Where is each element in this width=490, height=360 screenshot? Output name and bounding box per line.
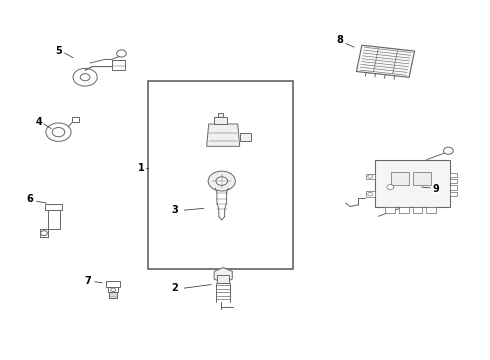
Bar xyxy=(218,275,229,283)
Bar xyxy=(366,174,374,179)
Text: 9: 9 xyxy=(433,184,440,194)
Bar xyxy=(112,60,125,70)
Bar xyxy=(366,192,374,197)
Polygon shape xyxy=(207,124,240,146)
Bar xyxy=(218,113,223,117)
Circle shape xyxy=(387,185,394,190)
Bar xyxy=(450,185,457,190)
Bar xyxy=(45,204,62,210)
Circle shape xyxy=(41,231,48,236)
Bar xyxy=(413,207,422,213)
Bar xyxy=(106,281,120,287)
Bar xyxy=(214,117,227,124)
Bar xyxy=(374,159,450,207)
Text: 6: 6 xyxy=(26,194,33,204)
Bar xyxy=(450,179,457,183)
Text: 8: 8 xyxy=(336,35,343,45)
Bar xyxy=(109,292,117,298)
Circle shape xyxy=(216,177,227,185)
Bar xyxy=(426,207,436,213)
Text: 2: 2 xyxy=(172,283,178,293)
Circle shape xyxy=(52,127,65,137)
Circle shape xyxy=(368,192,373,196)
Bar xyxy=(148,81,294,269)
Bar xyxy=(413,172,431,185)
Circle shape xyxy=(368,175,373,178)
Bar xyxy=(240,132,251,141)
Text: 7: 7 xyxy=(84,276,91,286)
Bar xyxy=(392,172,409,185)
Bar xyxy=(72,117,79,122)
Circle shape xyxy=(208,171,235,191)
Polygon shape xyxy=(214,267,232,283)
Bar xyxy=(450,192,457,196)
Polygon shape xyxy=(356,45,415,77)
Circle shape xyxy=(117,50,126,57)
Bar xyxy=(386,207,395,213)
Circle shape xyxy=(46,123,71,141)
Text: 1: 1 xyxy=(138,163,144,172)
Circle shape xyxy=(73,68,97,86)
Text: 3: 3 xyxy=(172,205,178,215)
Bar xyxy=(450,172,457,177)
Circle shape xyxy=(443,147,453,154)
Circle shape xyxy=(80,74,90,81)
Bar xyxy=(399,207,409,213)
Bar xyxy=(48,210,60,229)
Circle shape xyxy=(111,288,116,292)
Bar xyxy=(108,287,118,292)
Text: 4: 4 xyxy=(36,117,43,126)
Text: 5: 5 xyxy=(55,46,62,56)
